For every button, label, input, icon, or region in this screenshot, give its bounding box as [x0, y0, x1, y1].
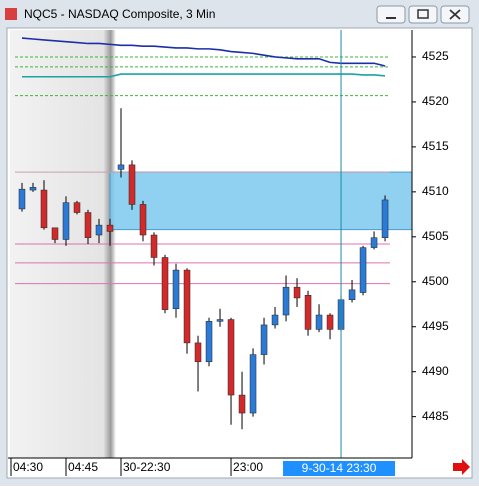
x-tick-label: 04:30	[13, 460, 43, 474]
candle-body	[161, 257, 169, 310]
candle-body	[315, 314, 323, 330]
candle-body	[128, 164, 136, 205]
candle-body	[51, 227, 59, 240]
candle-body	[172, 269, 180, 309]
candle-body	[205, 321, 213, 363]
y-tick-label: 4520	[422, 94, 449, 108]
y-tick-label: 4525	[422, 49, 449, 63]
y-tick-label: 4490	[422, 364, 449, 378]
candle-body	[106, 224, 114, 232]
indicator-line	[21, 37, 386, 67]
candle-body	[183, 269, 191, 344]
candle-body	[326, 314, 334, 330]
candle-body	[139, 204, 147, 236]
window-title: NQC5 - NASDAQ Composite, 3 Min	[24, 7, 215, 21]
candle-body	[282, 286, 290, 316]
price-zone	[109, 171, 413, 231]
x-tick-label: 23:00	[233, 460, 263, 474]
crosshair-label: 9-30-14 23:30	[302, 461, 377, 475]
candle-body	[304, 295, 312, 330]
candle-body	[348, 289, 356, 300]
window-buttons[interactable]	[376, 5, 470, 24]
candle-body	[238, 394, 246, 414]
candle-body	[95, 224, 103, 236]
y-tick-label: 4495	[422, 319, 449, 333]
y-tick-label: 4500	[422, 274, 449, 288]
candle-body	[260, 324, 268, 355]
candle-body	[73, 202, 81, 213]
candle-body	[249, 354, 257, 414]
candle-body	[84, 212, 92, 238]
candle-body	[216, 319, 224, 322]
app-icon	[5, 8, 17, 20]
indicator-line	[21, 73, 386, 78]
x-tick-label: 30-22:30	[123, 460, 171, 474]
candle-body	[62, 202, 70, 240]
y-tick-label: 4485	[422, 409, 449, 423]
candle-body	[150, 234, 158, 258]
candle-body	[227, 319, 235, 396]
y-tick-label: 4505	[422, 229, 449, 243]
candle-body	[381, 199, 389, 238]
candle-body	[359, 247, 367, 293]
candle-body	[40, 189, 48, 229]
plot-area	[15, 30, 413, 458]
crosshair-label-bg	[283, 461, 396, 476]
y-tick-label: 4515	[422, 139, 449, 153]
candle-body	[29, 187, 37, 191]
candle-body	[18, 188, 26, 210]
candle-body	[117, 164, 125, 170]
candle-body	[293, 286, 301, 299]
candle-body	[194, 342, 202, 363]
candle-body	[370, 237, 378, 248]
candle-body	[271, 314, 279, 326]
scroll-arrow[interactable]	[453, 459, 470, 475]
y-tick-label: 4510	[422, 184, 449, 198]
x-tick-label: 04:45	[68, 460, 98, 474]
